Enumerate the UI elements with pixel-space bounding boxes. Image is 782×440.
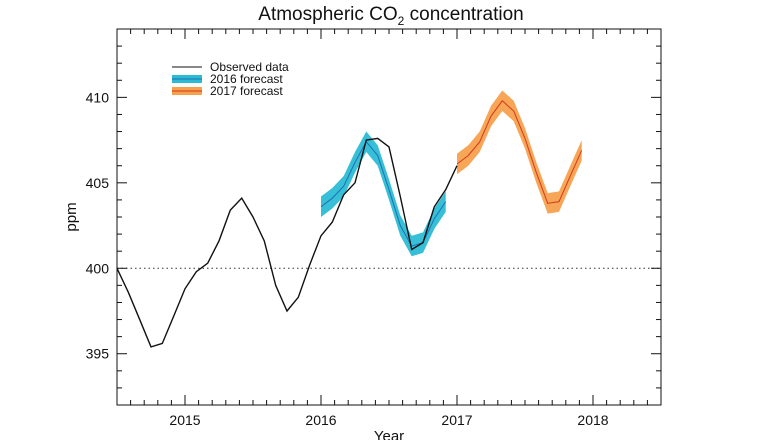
chart-title: Atmospheric CO2 concentration bbox=[0, 4, 782, 28]
chart-title-main: Atmospheric CO bbox=[258, 4, 398, 25]
plot-frame bbox=[116, 28, 662, 406]
legend-label-2017-forecast: 2017 forecast bbox=[210, 84, 283, 98]
line-2017-forecast bbox=[456, 100, 583, 204]
y-tick-label: 395 bbox=[86, 346, 110, 362]
x-tick-label: 2016 bbox=[305, 412, 336, 428]
x-axis-label: Year bbox=[374, 428, 404, 440]
band-2016-forecast bbox=[321, 131, 446, 257]
chart-title-end: concentration bbox=[404, 4, 524, 25]
forecast-bands bbox=[321, 90, 582, 257]
x-tick-label: 2018 bbox=[577, 412, 608, 428]
series-lines bbox=[116, 100, 583, 348]
axis-tick-labels: 2015 2016 2017 2018 395 400 405 410 bbox=[86, 89, 609, 428]
band-2017-forecast bbox=[457, 90, 582, 214]
y-tick-label: 405 bbox=[86, 175, 110, 191]
legend-label-2016-forecast: 2016 forecast bbox=[210, 72, 283, 86]
line-observed-data bbox=[116, 137, 458, 348]
chart-title-subscript: 2 bbox=[397, 13, 405, 28]
y-tick-label: 410 bbox=[86, 89, 110, 105]
legend-label-observed-data: Observed data bbox=[210, 60, 289, 74]
y-axis-label: ppm bbox=[63, 202, 80, 231]
x-tick-label: 2017 bbox=[441, 412, 472, 428]
x-tick-label: 2015 bbox=[169, 412, 200, 428]
axis-ticks bbox=[116, 28, 662, 406]
y-tick-label: 400 bbox=[86, 260, 110, 276]
